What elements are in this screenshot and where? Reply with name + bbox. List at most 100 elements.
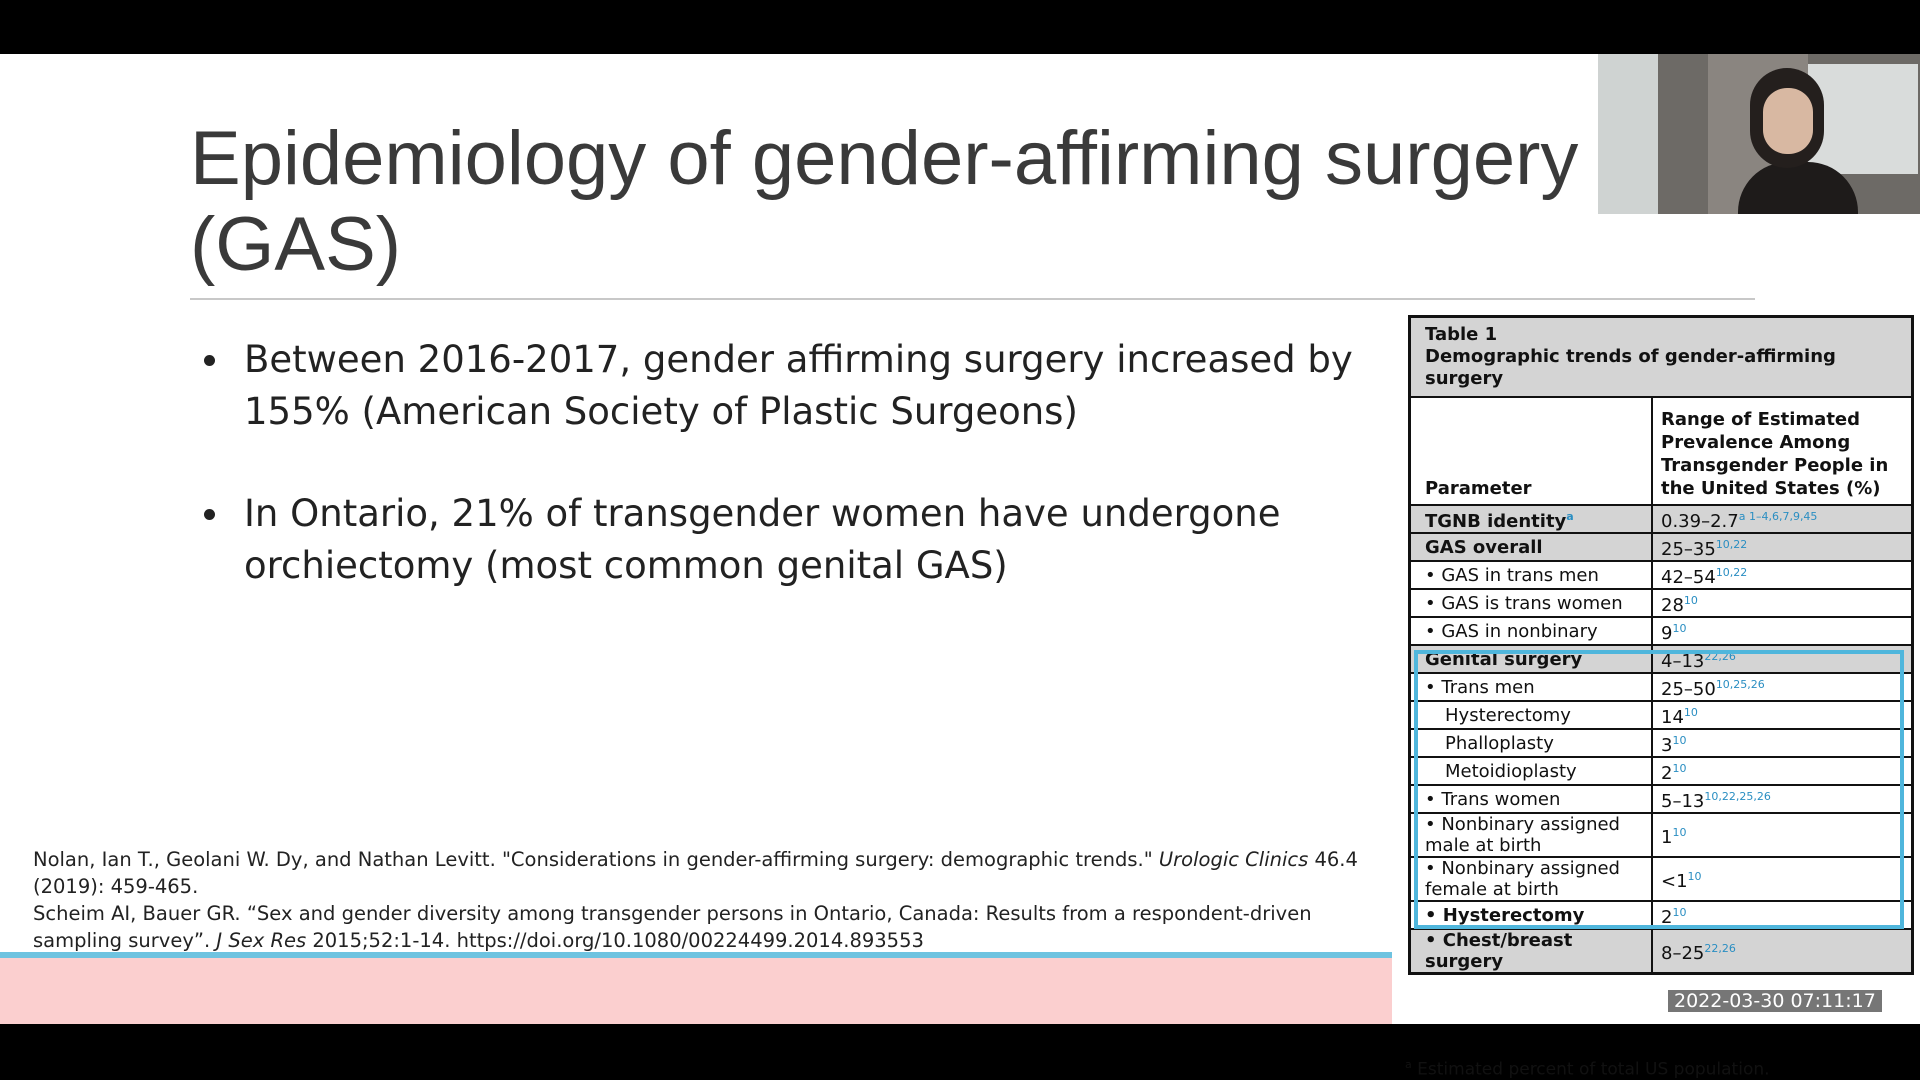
table-row: • Nonbinary assigned male at birth 110 — [1411, 812, 1911, 857]
parameter: • Nonbinary assigned female at birth — [1425, 858, 1620, 900]
reference-note: 10 — [1672, 762, 1687, 775]
footer-band — [0, 958, 1392, 1024]
table-row: • Chest/breast surgery 8–2522,26 — [1411, 928, 1911, 972]
table-row: • Nonbinary assigned female at birth <110 — [1411, 856, 1911, 901]
parameter-cell: • GAS in nonbinary — [1411, 616, 1652, 645]
references: Nolan, Ian T., Geolani W. Dy, and Nathan… — [33, 846, 1393, 954]
table-row: • GAS is trans women 2810 — [1411, 588, 1911, 617]
reference-note: 22,26 — [1704, 942, 1736, 955]
header-row: Parameter Range of Estimated Prevalence … — [1411, 398, 1911, 505]
reference-note: 10 — [1687, 870, 1702, 883]
value-cell: 5–1310,22,25,26 — [1651, 784, 1911, 813]
ref-text: Scheim AI, Bauer GR. “Sex and gender div… — [33, 902, 1312, 952]
value-cell: 25–3510,22 — [1651, 532, 1911, 561]
webcam-video — [1598, 54, 1920, 214]
value: 42–54 — [1661, 567, 1716, 588]
parameter: • Nonbinary assigned male at birth — [1425, 814, 1620, 856]
value: 14 — [1661, 707, 1684, 728]
table-row: • GAS in trans men 42–5410,22 — [1411, 560, 1911, 589]
ref-text: 46.4 (2019): 459-465. — [33, 848, 1358, 898]
table-row: GAS overall 25–3510,22 — [1411, 532, 1911, 561]
footnote-marker: a — [1405, 1058, 1412, 1071]
reference-note: 10 — [1683, 594, 1698, 607]
bullet-text: Between 2016-2017, gender affirming surg… — [244, 338, 1353, 433]
parameter-cell: • Chest/breast surgery — [1411, 928, 1652, 972]
table-footnote: a Estimated percent of total US populati… — [1405, 1058, 1770, 1080]
parameter-cell: Metoidioplasty — [1411, 756, 1652, 785]
bullet-dot — [204, 509, 215, 520]
slide: Epidemiology of gender-affirming surgery… — [0, 54, 1920, 1080]
bullet-dot — [204, 355, 215, 366]
parameter-cell: TGNB identitya — [1411, 504, 1652, 533]
value: 2 — [1661, 907, 1673, 928]
window — [1808, 64, 1918, 174]
parameter: • GAS in nonbinary — [1425, 620, 1598, 642]
reference-note: a 1–4,6,7,9,45 — [1738, 510, 1818, 523]
reference-note: 10 — [1672, 826, 1687, 839]
table-row: Hysterectomy 1410 — [1411, 700, 1911, 729]
table-grid: Parameter Range of Estimated Prevalence … — [1411, 398, 1911, 972]
bullet-text: In Ontario, 21% of transgender women hav… — [244, 492, 1281, 587]
table-row: Phalloplasty 310 — [1411, 728, 1911, 757]
value-cell: 110 — [1651, 812, 1911, 857]
ref-journal: J Sex Res — [216, 929, 307, 952]
parameter: Phalloplasty — [1445, 732, 1554, 754]
value: 3 — [1661, 735, 1673, 756]
reference-note: 10 — [1672, 734, 1687, 747]
value-cell: 210 — [1651, 900, 1911, 929]
value-cell: 210 — [1651, 756, 1911, 785]
footnote-text: Estimated percent of total US population… — [1417, 1059, 1770, 1080]
value-cell: 42–5410,22 — [1651, 560, 1911, 589]
parameter: GAS overall — [1425, 536, 1543, 558]
table-row: Genital surgery 4–1322,26 — [1411, 644, 1911, 673]
reference-note: 10,22 — [1715, 566, 1748, 579]
table-label: Table 1 — [1425, 324, 1498, 345]
table-row: • Hysterectomy 210 — [1411, 900, 1911, 929]
value: 9 — [1661, 623, 1673, 644]
value-cell: 2810 — [1651, 588, 1911, 617]
column-header: Parameter — [1425, 478, 1532, 499]
reference-note: 10 — [1672, 906, 1687, 919]
value-cell: 310 — [1651, 728, 1911, 757]
parameter-cell: Hysterectomy — [1411, 700, 1652, 729]
column-header: Range of Estimated Prevalence Among Tran… — [1651, 398, 1911, 505]
slide-title: Epidemiology of gender-affirming surgery… — [190, 116, 1579, 287]
parameter-cell: • Trans women — [1411, 784, 1652, 813]
person-face — [1763, 88, 1813, 154]
value: 4–13 — [1661, 651, 1705, 672]
title-rule — [190, 298, 1755, 300]
table-row: • Trans women 5–1310,22,25,26 — [1411, 784, 1911, 813]
parameter: • Trans women — [1425, 788, 1561, 810]
value: 5–13 — [1661, 791, 1705, 812]
value-cell: 8–2522,26 — [1651, 928, 1911, 972]
value-cell: <110 — [1651, 856, 1911, 901]
value: 1 — [1661, 827, 1673, 848]
highlight-box — [1414, 650, 1904, 929]
parameter-cell: • GAS is trans women — [1411, 588, 1652, 617]
parameter: • Trans men — [1425, 676, 1535, 698]
parameter: • GAS is trans women — [1425, 592, 1623, 614]
parameter: • GAS in trans men — [1425, 564, 1599, 586]
table-row: Metoidioplasty 210 — [1411, 756, 1911, 785]
value: 0.39–2.7 — [1661, 511, 1739, 532]
reference-note: 10,22,25,26 — [1704, 790, 1771, 803]
parameter-cell: GAS overall — [1411, 532, 1652, 561]
reference-note: 10 — [1683, 706, 1698, 719]
parameter-cell: • Nonbinary assigned female at birth — [1411, 856, 1652, 901]
parameter-cell: Phalloplasty — [1411, 728, 1652, 757]
table-caption: Table 1 Demographic trends of gender-aff… — [1411, 318, 1911, 398]
value: 28 — [1661, 595, 1684, 616]
parameter: • Chest/breast surgery — [1425, 930, 1573, 972]
reference: Nolan, Ian T., Geolani W. Dy, and Nathan… — [33, 846, 1393, 900]
table-row: • Trans men 25–5010,25,26 — [1411, 672, 1911, 701]
accent-bar — [0, 952, 1392, 958]
value-cell: 0.39–2.7a 1–4,6,7,9,45 — [1651, 504, 1911, 533]
table-title: Demographic trends of gender-affirming s… — [1425, 346, 1836, 389]
parameter-cell: • Trans men — [1411, 672, 1652, 701]
reference-note: 10 — [1672, 622, 1687, 635]
value-cell: 910 — [1651, 616, 1911, 645]
value: 25–35 — [1661, 539, 1716, 560]
window — [1598, 54, 1658, 214]
parameter: TGNB identity — [1425, 511, 1567, 532]
